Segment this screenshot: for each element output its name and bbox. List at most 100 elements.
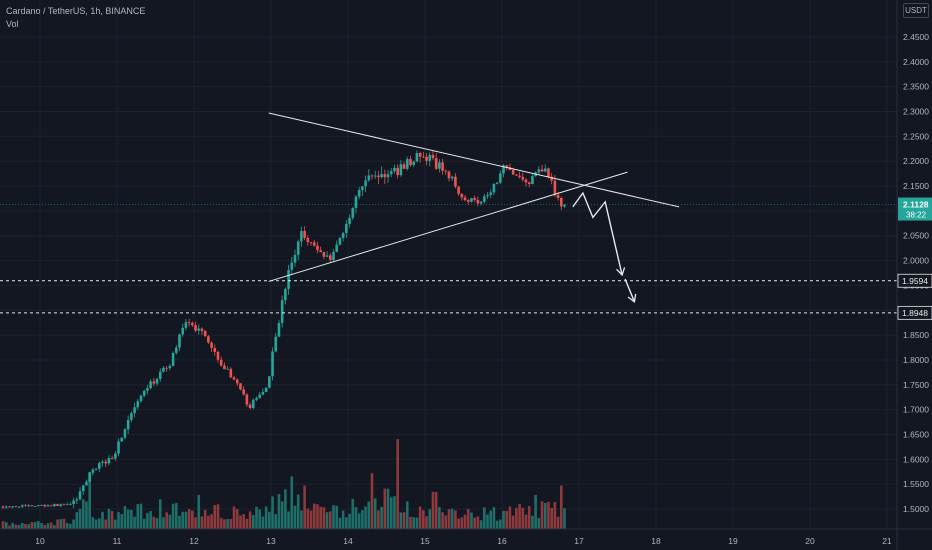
candle-body bbox=[146, 388, 149, 391]
volume-bar bbox=[303, 485, 306, 529]
volume-bar bbox=[126, 509, 130, 529]
candle-body bbox=[94, 468, 98, 470]
volume-bar bbox=[348, 513, 351, 529]
volume-bar bbox=[351, 498, 355, 529]
volume-bar bbox=[245, 518, 249, 529]
candle-body bbox=[335, 244, 339, 253]
candle-body bbox=[219, 359, 223, 366]
volume-bar bbox=[255, 506, 258, 529]
volume-bar bbox=[515, 507, 518, 529]
volume-indicator-label[interactable]: Vol bbox=[6, 19, 19, 29]
candle-body bbox=[319, 250, 322, 253]
x-tick-label: 16 bbox=[497, 536, 507, 546]
candle-body bbox=[521, 176, 525, 180]
candle-body bbox=[171, 352, 175, 367]
candle-body bbox=[232, 377, 236, 380]
volume-bar bbox=[373, 498, 377, 529]
time-axis[interactable]: 10 11 12 13 14 15 16 17 18 19 20 21 bbox=[35, 536, 892, 546]
volume-bar bbox=[463, 514, 467, 529]
volume-bar bbox=[37, 521, 40, 529]
volume-bar bbox=[136, 504, 140, 529]
candle-body bbox=[460, 193, 464, 198]
volume-bar bbox=[133, 516, 136, 529]
candle-body bbox=[354, 196, 358, 209]
candle-body bbox=[486, 194, 489, 197]
candle-body bbox=[425, 156, 428, 161]
candle-body bbox=[454, 176, 457, 187]
candle-body bbox=[203, 330, 207, 337]
volume-bar bbox=[438, 507, 441, 529]
volume-bar bbox=[296, 494, 300, 529]
y-tick-label: 2.3000 bbox=[903, 107, 929, 117]
candle-body bbox=[126, 419, 130, 430]
currency-label[interactable]: USDT bbox=[903, 3, 929, 18]
volume-bar bbox=[489, 510, 493, 529]
candle-body bbox=[191, 322, 194, 326]
volume-bar bbox=[284, 489, 287, 529]
candle-body bbox=[457, 186, 460, 194]
volume-bar bbox=[72, 519, 75, 529]
candle-body bbox=[476, 199, 480, 204]
volume-bar bbox=[466, 509, 470, 529]
candle-body bbox=[178, 334, 181, 348]
candle-body bbox=[553, 180, 557, 196]
candle-body bbox=[88, 472, 91, 482]
volume-bar bbox=[511, 515, 515, 529]
volume-bar bbox=[11, 522, 14, 529]
volume-bar bbox=[357, 513, 361, 529]
volume-bar bbox=[450, 508, 454, 529]
candle-body bbox=[434, 158, 438, 169]
candle-body bbox=[81, 485, 85, 492]
x-tick-label: 12 bbox=[189, 536, 199, 546]
candle-body bbox=[287, 269, 290, 289]
candle-body bbox=[556, 195, 560, 198]
volume-bar bbox=[405, 501, 409, 529]
x-tick-label: 17 bbox=[574, 536, 584, 546]
candle-body bbox=[62, 504, 66, 506]
volume-bar bbox=[518, 504, 521, 529]
candle-body bbox=[162, 367, 165, 372]
volume-bar bbox=[338, 517, 342, 529]
last-price-badge bbox=[898, 197, 932, 221]
volume-bar bbox=[300, 510, 303, 529]
symbol-title[interactable]: Cardano / TetherUS, 1h, BINANCE bbox=[6, 6, 146, 16]
candle-body bbox=[370, 175, 374, 177]
bar-countdown-label: 38:22 bbox=[906, 211, 927, 220]
candle-body bbox=[373, 175, 377, 177]
volume-bar bbox=[174, 502, 178, 529]
volume-bar bbox=[120, 514, 124, 529]
candle-body bbox=[152, 381, 156, 384]
candle-body bbox=[248, 404, 252, 409]
candle-body bbox=[255, 397, 258, 400]
level-price-badge bbox=[897, 273, 932, 288]
volume-bar bbox=[46, 523, 50, 529]
volume-bar bbox=[146, 512, 149, 529]
candle-body bbox=[543, 168, 547, 172]
y-tick-label: 1.6000 bbox=[903, 454, 929, 464]
volume-bar bbox=[181, 511, 185, 529]
volume-bar bbox=[1, 521, 5, 529]
candle-body bbox=[174, 347, 178, 353]
candle-body bbox=[431, 154, 435, 159]
volume-bar bbox=[521, 507, 525, 529]
volume-bar bbox=[40, 523, 43, 529]
volume-bar bbox=[114, 519, 117, 529]
volume-bar bbox=[168, 514, 172, 529]
volume-bar bbox=[328, 511, 332, 529]
volume-bar bbox=[332, 505, 335, 529]
candle-body bbox=[361, 186, 364, 190]
candle-body bbox=[396, 167, 399, 176]
volume-bar bbox=[264, 506, 268, 529]
x-tick-label: 18 bbox=[651, 536, 661, 546]
volume-bar bbox=[251, 515, 255, 529]
candle-body bbox=[492, 183, 496, 193]
volume-bar bbox=[171, 503, 175, 529]
candle-body bbox=[559, 197, 563, 207]
candle-body bbox=[117, 441, 120, 454]
volume-bar bbox=[441, 512, 444, 529]
volume-bar bbox=[399, 512, 403, 529]
candle-body bbox=[284, 288, 287, 301]
volume-bar bbox=[248, 511, 252, 529]
